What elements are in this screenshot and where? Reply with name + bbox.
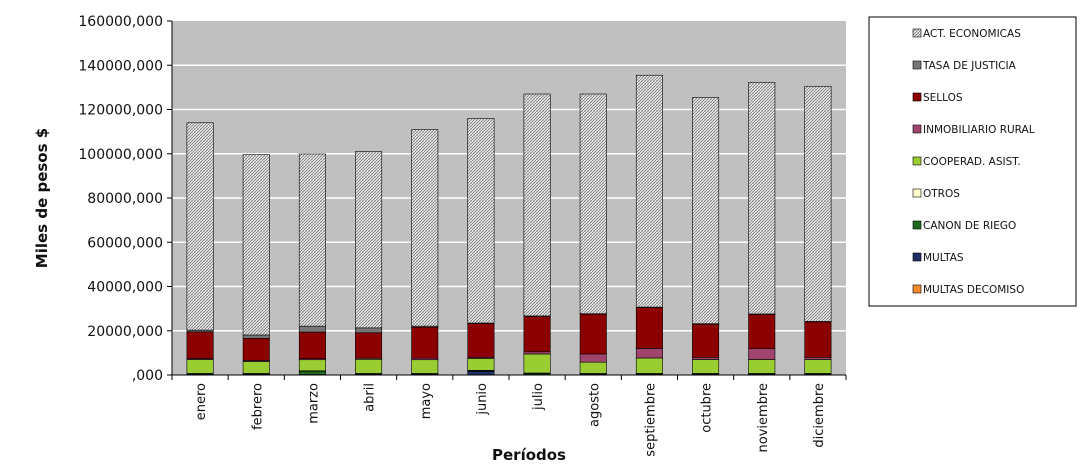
- bar-segment: [749, 349, 775, 360]
- legend-label: MULTAS DECOMISO: [923, 284, 1024, 296]
- bar-segment: [692, 324, 718, 357]
- legend-label: INMOBILIARIO RURAL: [923, 124, 1035, 136]
- bar-segment: [412, 327, 438, 358]
- bar-segment: [299, 154, 325, 326]
- x-tick-label: agosto: [587, 383, 602, 427]
- y-tick-label: 140000,000: [78, 58, 163, 74]
- bar-segment: [468, 323, 494, 357]
- bar-segment: [355, 359, 381, 373]
- bar-segment: [749, 314, 775, 348]
- bar-segment: [636, 358, 662, 373]
- bar-segment: [805, 357, 831, 359]
- bar-segment: [412, 130, 438, 326]
- y-tick-label: 20000,000: [87, 324, 163, 340]
- bar-segment: [299, 360, 325, 371]
- legend-swatch: [913, 93, 921, 101]
- y-axis-title: Miles de pesos $: [33, 128, 51, 268]
- legend-swatch: [913, 61, 921, 69]
- bar-segment: [243, 155, 269, 335]
- legend-label: TASA DE JUSTICIA: [922, 60, 1017, 72]
- bar-segment: [243, 338, 269, 360]
- x-tick-label: abril: [363, 383, 378, 412]
- bar-segment: [749, 82, 775, 314]
- x-tick-label: enero: [194, 383, 209, 420]
- y-tick-label: 100000,000: [78, 147, 163, 163]
- x-tick-labels: enero febrero marzo abril mayo junio julio agos…: [172, 375, 846, 457]
- y-tick-label: 60000,000: [87, 235, 163, 251]
- x-tick-label: marzo: [306, 383, 321, 424]
- bar-segment: [299, 332, 325, 359]
- bar-segment: [524, 354, 550, 373]
- legend-swatch: [913, 157, 921, 165]
- legend-label: OTROS: [923, 188, 960, 200]
- x-tick-label: mayo: [419, 383, 434, 419]
- bar-segment: [524, 316, 550, 351]
- bar-segment: [580, 362, 606, 373]
- legend-swatch: [913, 221, 921, 229]
- y-tick-label: 120000,000: [78, 103, 163, 119]
- bar-segment: [355, 152, 381, 328]
- legend-swatch: [913, 253, 921, 261]
- bar-segment: [412, 360, 438, 374]
- bar-segment: [805, 86, 831, 321]
- y-tick-label: 160000,000: [78, 14, 163, 30]
- bar-segment: [243, 335, 269, 338]
- legend-label: MULTAS: [923, 252, 964, 264]
- bar-segment: [636, 75, 662, 307]
- legend-label: ACT. ECONOMICAS: [923, 28, 1021, 40]
- legend-swatch: [913, 29, 921, 37]
- bar-segment: [524, 94, 550, 316]
- bar-segment: [805, 360, 831, 374]
- legend-label: SELLOS: [923, 92, 963, 104]
- bar-segment: [299, 371, 325, 374]
- bar-segment: [468, 358, 494, 370]
- x-tick-label: diciembre: [812, 383, 827, 448]
- bar-segment: [187, 332, 213, 359]
- x-tick-label: octubre: [700, 383, 715, 433]
- bar-segment: [692, 357, 718, 359]
- legend-swatch: [913, 125, 921, 133]
- bar-segment: [524, 352, 550, 354]
- bar-segment: [692, 98, 718, 324]
- bar-segment: [580, 354, 606, 362]
- bar-segment: [805, 322, 831, 357]
- x-tick-label: junio: [475, 383, 490, 416]
- x-tick-label: febrero: [250, 383, 265, 430]
- bar-segment: [636, 308, 662, 349]
- x-axis-title: Períodos: [492, 446, 566, 464]
- bar-segment: [749, 360, 775, 374]
- legend-label: CANON DE RIEGO: [923, 220, 1016, 232]
- legend-label: COOPERAD. ASIST.: [923, 156, 1021, 168]
- y-tick-label: 80000,000: [87, 191, 163, 207]
- bar-segment: [299, 326, 325, 332]
- legend-swatch: [913, 189, 921, 197]
- x-tick-label: noviembre: [756, 383, 771, 452]
- x-tick-label: septiembre: [643, 383, 658, 457]
- y-tick-labels: ,000 20000,000 40000,000 60000,000 80000,000…: [78, 14, 172, 384]
- bar-segment: [468, 371, 494, 374]
- y-tick-label: ,000: [132, 368, 163, 384]
- legend-swatch: [913, 285, 921, 293]
- bar-segment: [187, 360, 213, 374]
- bar-segment: [355, 333, 381, 358]
- bar-segment: [580, 314, 606, 354]
- bar-segment: [580, 94, 606, 314]
- bar-segment: [468, 118, 494, 323]
- bar-segment: [692, 360, 718, 374]
- x-tick-label: julio: [531, 383, 546, 411]
- y-tick-label: 40000,000: [87, 280, 163, 296]
- bar-segment: [636, 348, 662, 358]
- bar-segment: [355, 328, 381, 333]
- bar-segment: [187, 123, 213, 330]
- bar-segment: [243, 362, 269, 374]
- legend: ACT. ECONOMICAS TASA DE JUSTICIA SELLOS INM…: [869, 17, 1076, 306]
